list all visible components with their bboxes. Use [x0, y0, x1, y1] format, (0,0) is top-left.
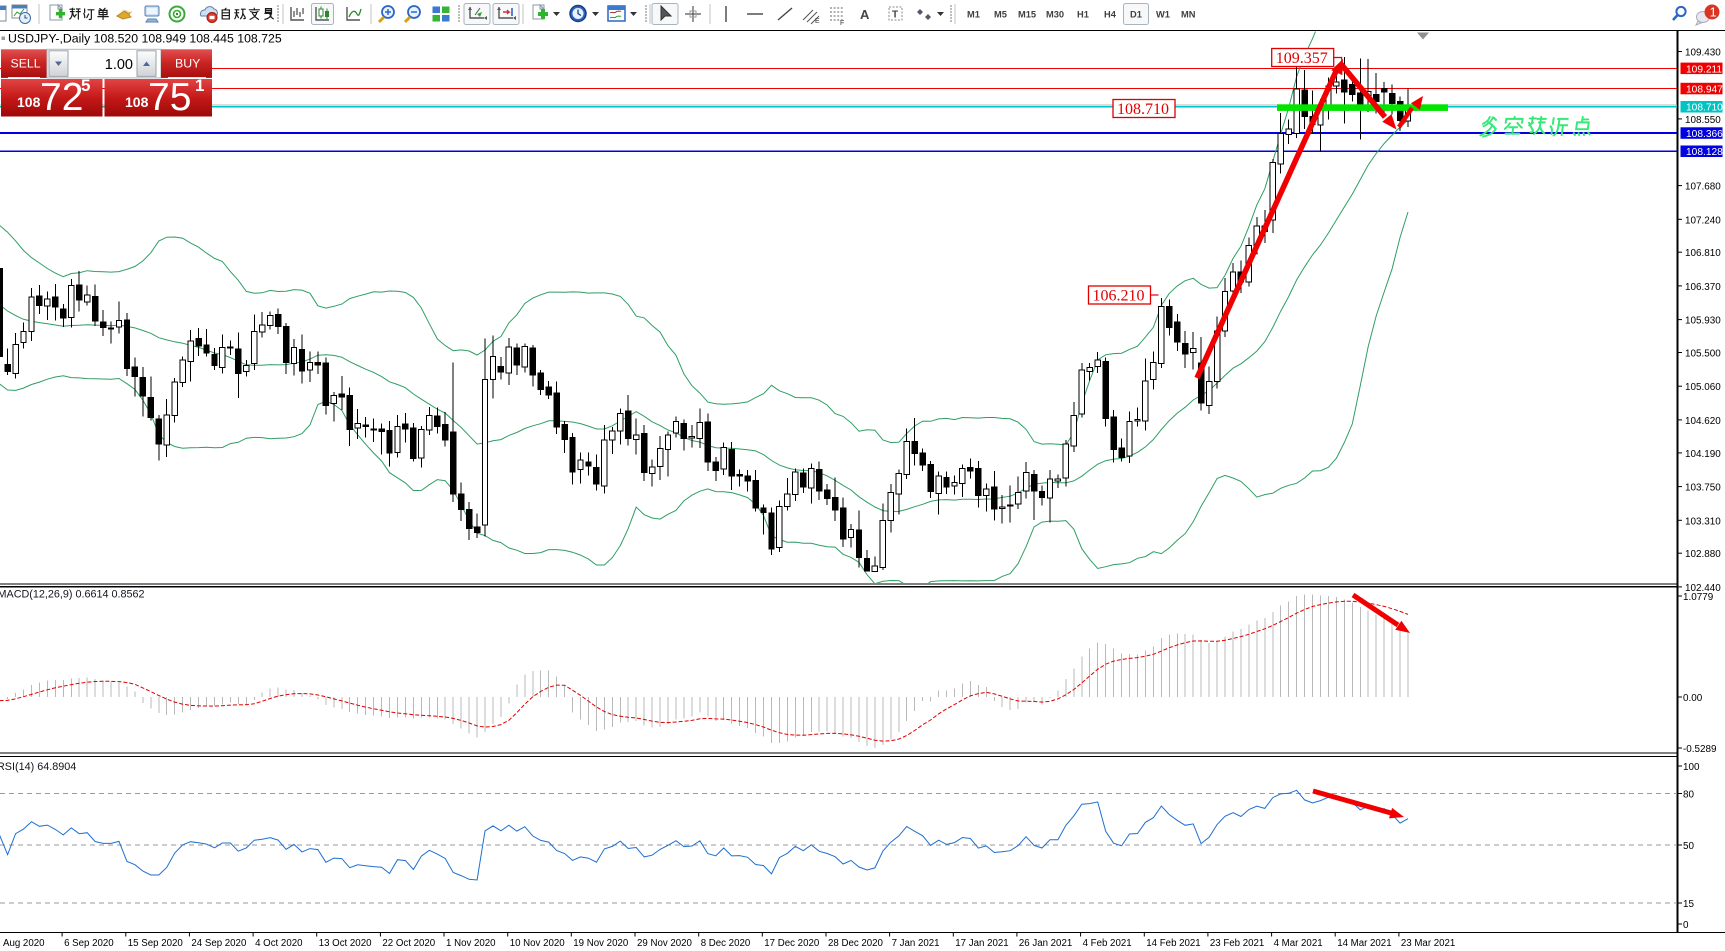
svg-text:0.00: 0.00	[1683, 693, 1703, 704]
svg-text:1.0779: 1.0779	[1683, 592, 1714, 603]
svg-text:107.680: 107.680	[1685, 182, 1721, 193]
svg-text:22 Oct 2020: 22 Oct 2020	[382, 938, 435, 949]
svg-text:M1: M1	[967, 10, 980, 20]
svg-text:A: A	[860, 7, 870, 22]
svg-text:15 Sep 2020: 15 Sep 2020	[128, 938, 184, 949]
svg-text:F: F	[840, 20, 844, 27]
svg-text:105.060: 105.060	[1685, 382, 1721, 393]
svg-text:1: 1	[1710, 6, 1717, 20]
svg-text:4 Oct 2020: 4 Oct 2020	[255, 938, 303, 949]
svg-text:72: 72	[40, 76, 83, 119]
svg-text:6 Sep 2020: 6 Sep 2020	[64, 938, 114, 949]
svg-text:102.880: 102.880	[1685, 549, 1721, 560]
svg-text:19 Nov 2020: 19 Nov 2020	[573, 938, 629, 949]
svg-text:T: T	[892, 10, 898, 21]
svg-text:106.370: 106.370	[1685, 282, 1721, 293]
svg-text:8 Dec 2020: 8 Dec 2020	[701, 938, 751, 949]
svg-text:108.710: 108.710	[1686, 103, 1723, 114]
svg-text:106.210: 106.210	[1093, 288, 1145, 305]
svg-text:17 Jan 2021: 17 Jan 2021	[955, 938, 1008, 949]
svg-text:23 Feb 2021: 23 Feb 2021	[1210, 938, 1264, 949]
svg-text:105.500: 105.500	[1685, 349, 1721, 360]
svg-text:108: 108	[125, 94, 149, 110]
svg-text:100: 100	[1683, 762, 1700, 773]
svg-text:108.710: 108.710	[1117, 101, 1169, 118]
svg-text:26 Jan 2021: 26 Jan 2021	[1019, 938, 1072, 949]
svg-text:23 Mar 2021: 23 Mar 2021	[1401, 938, 1455, 949]
svg-text:M30: M30	[1046, 10, 1064, 20]
svg-text:108.947: 108.947	[1686, 85, 1723, 96]
svg-text:109.357: 109.357	[1276, 50, 1328, 67]
svg-text:M5: M5	[994, 10, 1007, 20]
svg-text:14 Mar 2021: 14 Mar 2021	[1337, 938, 1391, 949]
svg-text:H4: H4	[1104, 10, 1117, 20]
svg-text:1: 1	[195, 76, 204, 95]
svg-text:108.366: 108.366	[1686, 129, 1723, 140]
svg-text:109.211: 109.211	[1686, 64, 1722, 75]
svg-text:SELL: SELL	[11, 57, 41, 71]
svg-text:108.550: 108.550	[1685, 115, 1721, 126]
svg-text:E: E	[815, 18, 820, 25]
svg-text:15: 15	[1683, 899, 1694, 910]
svg-text:75: 75	[148, 76, 191, 119]
svg-text:1 Nov 2020: 1 Nov 2020	[446, 938, 496, 949]
svg-text:0: 0	[1683, 920, 1689, 931]
svg-text:106.810: 106.810	[1685, 248, 1721, 259]
svg-text:17 Dec 2020: 17 Dec 2020	[764, 938, 820, 949]
svg-text:-0.5289: -0.5289	[1683, 744, 1717, 755]
svg-text:W1: W1	[1156, 10, 1170, 20]
svg-text:M15: M15	[1018, 10, 1036, 20]
svg-text:4 Mar 2021: 4 Mar 2021	[1274, 938, 1323, 949]
svg-text:USDJPY-,Daily 108.520 108.949: USDJPY-,Daily 108.520 108.949 108.445 10…	[8, 32, 282, 46]
svg-text:BUY: BUY	[175, 57, 200, 71]
svg-text:24 Sep 2020: 24 Sep 2020	[191, 938, 247, 949]
svg-text:104.620: 104.620	[1685, 416, 1721, 427]
svg-text:102.440: 102.440	[1685, 583, 1721, 594]
svg-text:104.190: 104.190	[1685, 449, 1721, 460]
svg-text:4 Feb 2021: 4 Feb 2021	[1083, 938, 1132, 949]
svg-text:109.430: 109.430	[1685, 48, 1721, 59]
svg-text:1.00: 1.00	[105, 57, 133, 73]
svg-text:50: 50	[1683, 841, 1694, 852]
svg-text:10 Nov 2020: 10 Nov 2020	[510, 938, 566, 949]
svg-text:13 Oct 2020: 13 Oct 2020	[319, 938, 372, 949]
svg-text:MN: MN	[1181, 10, 1196, 20]
svg-text:7 Jan 2021: 7 Jan 2021	[892, 938, 940, 949]
svg-text:28 Dec 2020: 28 Dec 2020	[828, 938, 884, 949]
svg-text:80: 80	[1683, 790, 1694, 801]
svg-text:108: 108	[17, 94, 41, 110]
svg-text:RSI(14) 64.8904: RSI(14) 64.8904	[0, 761, 76, 773]
svg-text:MACD(12,26,9) 0.6614 0.8562: MACD(12,26,9) 0.6614 0.8562	[0, 589, 145, 601]
svg-text:D1: D1	[1130, 10, 1142, 20]
svg-text:14 Feb 2021: 14 Feb 2021	[1146, 938, 1200, 949]
svg-text:29 Nov 2020: 29 Nov 2020	[637, 938, 693, 949]
svg-text:103.750: 103.750	[1685, 483, 1721, 494]
svg-text:108.128: 108.128	[1686, 147, 1723, 158]
svg-text:103.310: 103.310	[1685, 516, 1721, 527]
svg-text:5: 5	[81, 76, 90, 95]
svg-text:H1: H1	[1077, 10, 1089, 20]
svg-text:105.930: 105.930	[1685, 316, 1721, 327]
svg-text:107.240: 107.240	[1685, 215, 1721, 226]
svg-text:Aug 2020: Aug 2020	[3, 938, 45, 949]
